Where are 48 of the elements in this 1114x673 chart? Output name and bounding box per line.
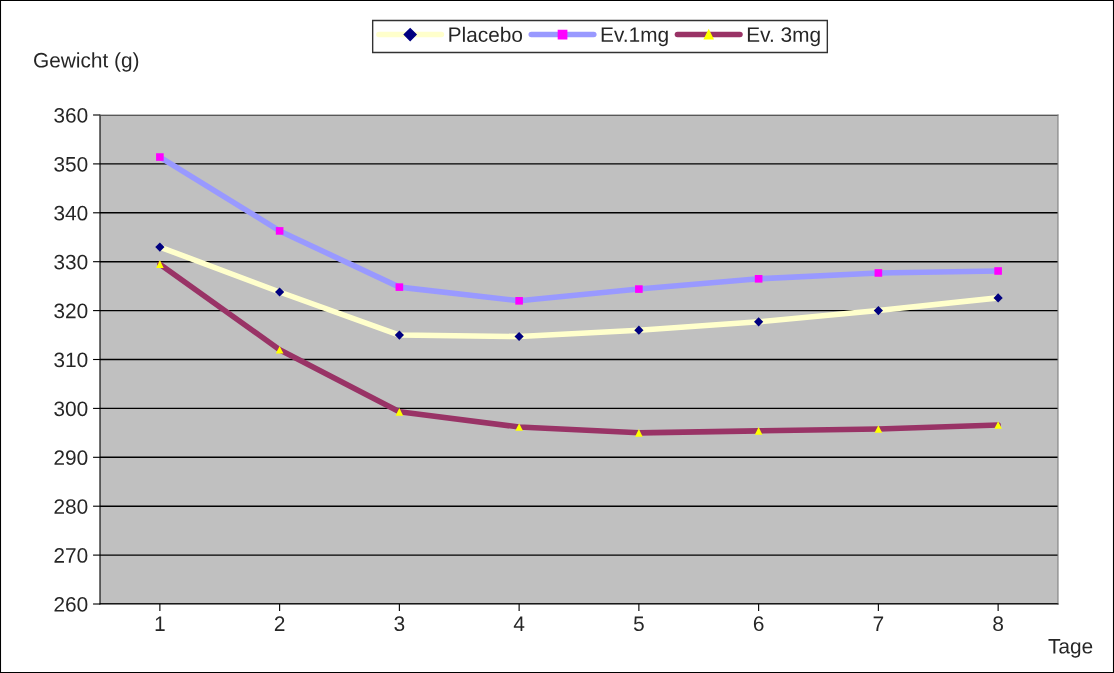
legend-label: Ev. 3mg xyxy=(747,27,820,47)
x-tick-label: 5 xyxy=(633,616,644,632)
y-tick-label: 330 xyxy=(54,254,88,270)
point xyxy=(156,260,164,268)
point xyxy=(275,287,285,297)
x-tick-label: 4 xyxy=(513,616,525,631)
y-tick-label: 350 xyxy=(54,156,88,172)
point xyxy=(635,285,643,293)
y-tick-label: 340 xyxy=(54,205,88,221)
point xyxy=(514,331,524,342)
point xyxy=(635,429,643,437)
point xyxy=(275,345,284,354)
point xyxy=(994,421,1002,429)
x-tick-label: 1 xyxy=(155,616,165,631)
point xyxy=(395,283,404,291)
x-tick-label: 3 xyxy=(394,616,405,632)
point xyxy=(754,427,763,435)
point xyxy=(515,297,523,305)
point xyxy=(394,330,404,340)
y-tick-label: 260 xyxy=(54,597,88,612)
y-tick-label: 280 xyxy=(54,499,88,514)
x-tick-label: 6 xyxy=(753,616,764,632)
y-tick-label: 290 xyxy=(54,450,88,466)
point xyxy=(874,269,883,277)
y-tick-label: 300 xyxy=(54,401,88,417)
point xyxy=(155,242,165,252)
y-tick-label: 320 xyxy=(54,303,88,319)
point xyxy=(634,325,644,335)
x-tick-label: 7 xyxy=(873,616,884,631)
point xyxy=(275,227,284,235)
point xyxy=(156,153,164,161)
x-axis-title: Tage xyxy=(1048,639,1093,658)
y-axis-title: Gewicht (g) xyxy=(34,52,139,72)
point xyxy=(994,267,1002,275)
y-tick-label: 360 xyxy=(54,108,88,123)
point xyxy=(993,293,1003,303)
point xyxy=(873,305,883,316)
x-tick-label: 8 xyxy=(993,616,1004,632)
point xyxy=(515,423,523,431)
y-tick-label: 270 xyxy=(54,548,88,563)
point xyxy=(754,317,764,327)
legend-label: Placebo xyxy=(449,26,523,43)
point xyxy=(395,408,404,416)
legend-label: Ev.1mg xyxy=(601,27,668,47)
point xyxy=(874,425,883,433)
point xyxy=(754,275,763,283)
x-tick-label: 2 xyxy=(274,616,285,631)
y-tick-label: 310 xyxy=(54,352,88,368)
